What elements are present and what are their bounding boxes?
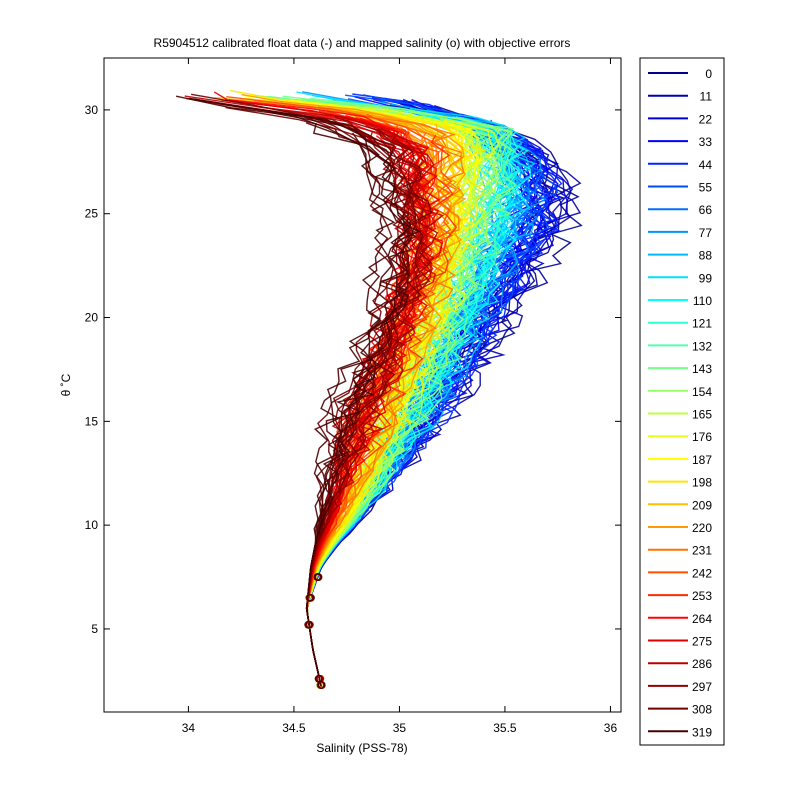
y-tick-label: 20 — [85, 311, 99, 325]
y-tick-label: 25 — [85, 207, 99, 221]
x-tick-label: 35.5 — [493, 721, 517, 735]
y-tick-label: 15 — [85, 414, 99, 428]
legend-label: 308 — [692, 703, 712, 717]
legend-label: 275 — [692, 635, 712, 649]
y-tick-label: 5 — [91, 622, 98, 636]
legend-label: 88 — [699, 249, 713, 263]
mapped-salinity-point — [317, 681, 326, 689]
legend-label: 297 — [692, 680, 712, 694]
legend-label: 154 — [692, 385, 712, 399]
legend-label: 231 — [692, 544, 712, 558]
y-axis-label: θ ˚C — [59, 373, 73, 396]
x-tick-label: 36 — [604, 721, 618, 735]
y-axis: 5 10 15 20 25 30 — [85, 103, 621, 636]
legend-label: 264 — [692, 612, 712, 626]
legend-label: 132 — [692, 339, 712, 353]
legend-label: 22 — [699, 112, 713, 126]
y-tick-label: 30 — [85, 103, 99, 117]
legend-label: 319 — [692, 725, 712, 739]
mapped-salinity-point — [315, 674, 323, 683]
legend-label: 143 — [692, 362, 712, 376]
legend-label: 44 — [699, 158, 713, 172]
mapped-salinity-point — [305, 620, 313, 629]
legend-label: 77 — [699, 226, 713, 240]
legend-label: 187 — [692, 453, 712, 467]
x-axis: 34 34.5 35 35.5 36 — [182, 58, 618, 735]
legend-label: 121 — [692, 317, 712, 331]
mapped-salinity-point — [314, 573, 322, 581]
x-axis-label: Salinity (PSS-78) — [316, 741, 407, 755]
y-tick-label: 10 — [85, 518, 99, 532]
x-tick-label: 35 — [393, 721, 407, 735]
legend-label: 33 — [699, 135, 713, 149]
legend-label: 176 — [692, 430, 712, 444]
profile-lines — [175, 89, 583, 688]
legend-label: 220 — [692, 521, 712, 535]
legend: 0 11 22 33 44 55 66 77 88 99 110 121 132 143 154 165 176… — [639, 57, 725, 746]
legend-label: 253 — [692, 589, 712, 603]
legend-box — [639, 57, 725, 746]
x-tick-label: 34.5 — [282, 721, 306, 735]
chart-title: R5904512 calibrated float data (-) and m… — [154, 36, 571, 50]
plot-frame — [103, 57, 622, 713]
legend-label: 198 — [692, 476, 712, 490]
legend-label: 66 — [699, 203, 713, 217]
profile-line — [175, 95, 407, 685]
legend-label: 165 — [692, 408, 712, 422]
mapped-salinity-point — [306, 594, 315, 602]
legend-label: 0 — [705, 67, 712, 81]
legend-label: 286 — [692, 657, 712, 671]
x-tick-label: 34 — [182, 721, 196, 735]
legend-label: 11 — [700, 90, 713, 104]
mapped-salinity-points — [304, 573, 326, 689]
legend-label: 99 — [699, 271, 713, 285]
legend-label: 110 — [693, 294, 712, 308]
legend-label: 242 — [692, 566, 712, 580]
legend-label: 55 — [699, 181, 713, 195]
legend-label: 209 — [692, 498, 712, 512]
